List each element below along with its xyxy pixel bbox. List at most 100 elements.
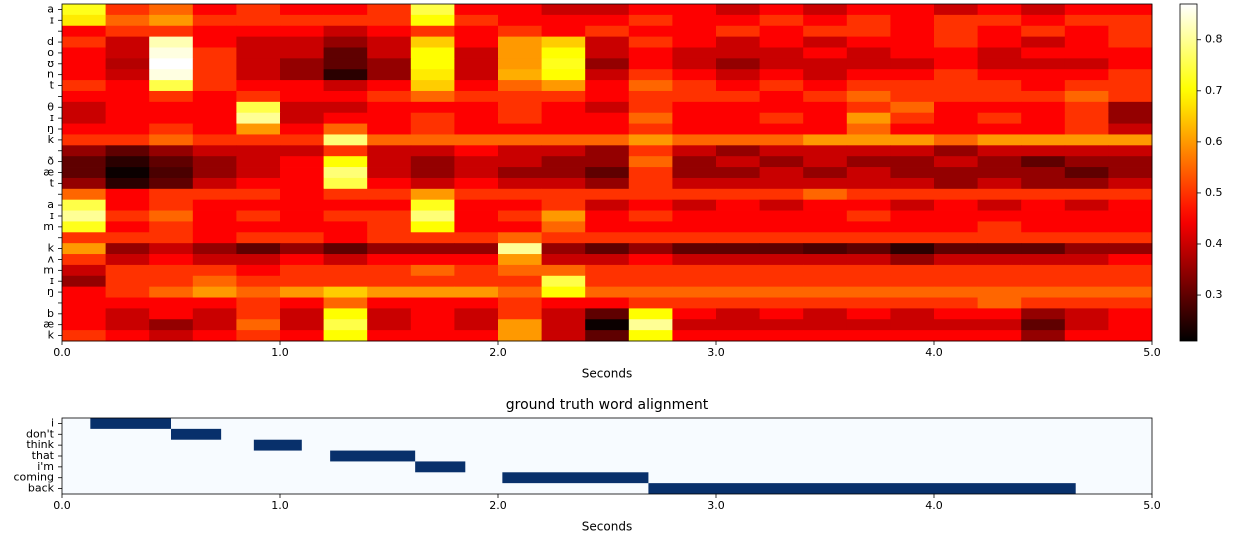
heatmap-cell xyxy=(62,254,106,265)
heatmap-cell xyxy=(934,298,978,309)
y-tick-label: ɪ xyxy=(50,13,54,26)
heatmap-cell xyxy=(62,167,106,178)
heatmap-cell xyxy=(280,47,324,58)
heatmap-cell xyxy=(193,156,237,167)
heatmap-cell xyxy=(62,308,106,319)
heatmap-cell xyxy=(760,134,804,145)
heatmap-cell xyxy=(585,276,629,287)
heatmap-cell xyxy=(193,232,237,243)
heatmap-cell xyxy=(672,211,716,222)
heatmap-cell xyxy=(847,4,891,15)
heatmap-cell xyxy=(193,243,237,254)
heatmap-cell xyxy=(62,91,106,102)
heatmap-cell xyxy=(411,265,455,276)
heatmap-cell xyxy=(454,276,498,287)
heatmap-cell xyxy=(890,298,934,309)
heatmap-cell xyxy=(280,26,324,37)
heatmap-cell xyxy=(149,69,193,80)
heatmap-cell xyxy=(106,298,150,309)
heatmap-cell xyxy=(62,221,106,232)
heatmap-cell xyxy=(716,330,760,341)
heatmap-cell xyxy=(716,308,760,319)
heatmap-cell xyxy=(629,308,673,319)
heatmap-cell xyxy=(236,298,280,309)
heatmap-cell xyxy=(193,178,237,189)
heatmap-cell xyxy=(629,15,673,26)
heatmap-cell xyxy=(411,254,455,265)
heatmap-cell xyxy=(193,221,237,232)
heatmap-cell xyxy=(585,58,629,69)
heatmap-cell xyxy=(498,102,542,113)
heatmap-cell xyxy=(236,26,280,37)
heatmap-cell xyxy=(1021,145,1065,156)
heatmap-cell xyxy=(498,178,542,189)
heatmap-cell xyxy=(585,243,629,254)
heatmap-cell xyxy=(803,134,847,145)
heatmap-cell xyxy=(978,113,1022,124)
heatmap-cell xyxy=(934,47,978,58)
heatmap-cell xyxy=(716,265,760,276)
heatmap-cell xyxy=(149,178,193,189)
heatmap-cell xyxy=(411,124,455,135)
heatmap-cell xyxy=(106,167,150,178)
heatmap-cell xyxy=(1021,134,1065,145)
heatmap-cell xyxy=(716,91,760,102)
heatmap-cell xyxy=(934,287,978,298)
heatmap-cell xyxy=(1065,287,1109,298)
heatmap-cell xyxy=(1108,15,1152,26)
heatmap-cell xyxy=(411,69,455,80)
heatmap-cell xyxy=(978,308,1022,319)
heatmap-cell xyxy=(890,69,934,80)
heatmap-cell xyxy=(847,167,891,178)
heatmap-cell xyxy=(1065,221,1109,232)
heatmap-cell xyxy=(324,37,368,48)
heatmap-cell xyxy=(934,37,978,48)
heatmap-cell xyxy=(324,254,368,265)
heatmap-cell xyxy=(629,47,673,58)
heatmap-cell xyxy=(585,167,629,178)
heatmap-cell xyxy=(890,91,934,102)
heatmap-cell xyxy=(411,37,455,48)
heatmap-cell xyxy=(498,15,542,26)
heatmap-cell xyxy=(542,167,586,178)
heatmap-cell xyxy=(585,330,629,341)
heatmap-cell xyxy=(716,124,760,135)
heatmap-cell xyxy=(978,178,1022,189)
heatmap-cell xyxy=(280,221,324,232)
heatmap-cell xyxy=(280,124,324,135)
x-tick-label: 3.0 xyxy=(707,346,725,359)
x-tick-label: 5.0 xyxy=(1143,346,1161,359)
heatmap-cell xyxy=(934,221,978,232)
heatmap-cell xyxy=(978,37,1022,48)
heatmap-cell xyxy=(62,47,106,58)
heatmap-cell xyxy=(149,265,193,276)
heatmap-cell xyxy=(149,4,193,15)
heatmap-cell xyxy=(498,189,542,200)
colorbar-tick-label: 0.7 xyxy=(1205,84,1223,97)
heatmap-cell xyxy=(1021,15,1065,26)
heatmap-cell xyxy=(1021,178,1065,189)
heatmap-cell xyxy=(847,156,891,167)
heatmap-cell xyxy=(585,298,629,309)
heatmap-cell xyxy=(585,211,629,222)
x-axis-label: Seconds xyxy=(582,520,632,534)
heatmap-cell xyxy=(193,69,237,80)
heatmap-cell xyxy=(542,26,586,37)
word-bar xyxy=(415,461,465,472)
heatmap-cell xyxy=(106,15,150,26)
heatmap-cell xyxy=(454,243,498,254)
heatmap-cell xyxy=(672,287,716,298)
heatmap-cell xyxy=(1108,211,1152,222)
heatmap-cell xyxy=(62,232,106,243)
heatmap-cell xyxy=(1108,80,1152,91)
heatmap-cell xyxy=(367,167,411,178)
heatmap-cell xyxy=(106,113,150,124)
heatmap-cell xyxy=(847,254,891,265)
heatmap-cell xyxy=(62,178,106,189)
heatmap-cell xyxy=(760,221,804,232)
heatmap-cell xyxy=(498,134,542,145)
heatmap-cell xyxy=(411,330,455,341)
heatmap-cell xyxy=(978,319,1022,330)
heatmap-cell xyxy=(324,308,368,319)
heatmap-cell xyxy=(454,102,498,113)
